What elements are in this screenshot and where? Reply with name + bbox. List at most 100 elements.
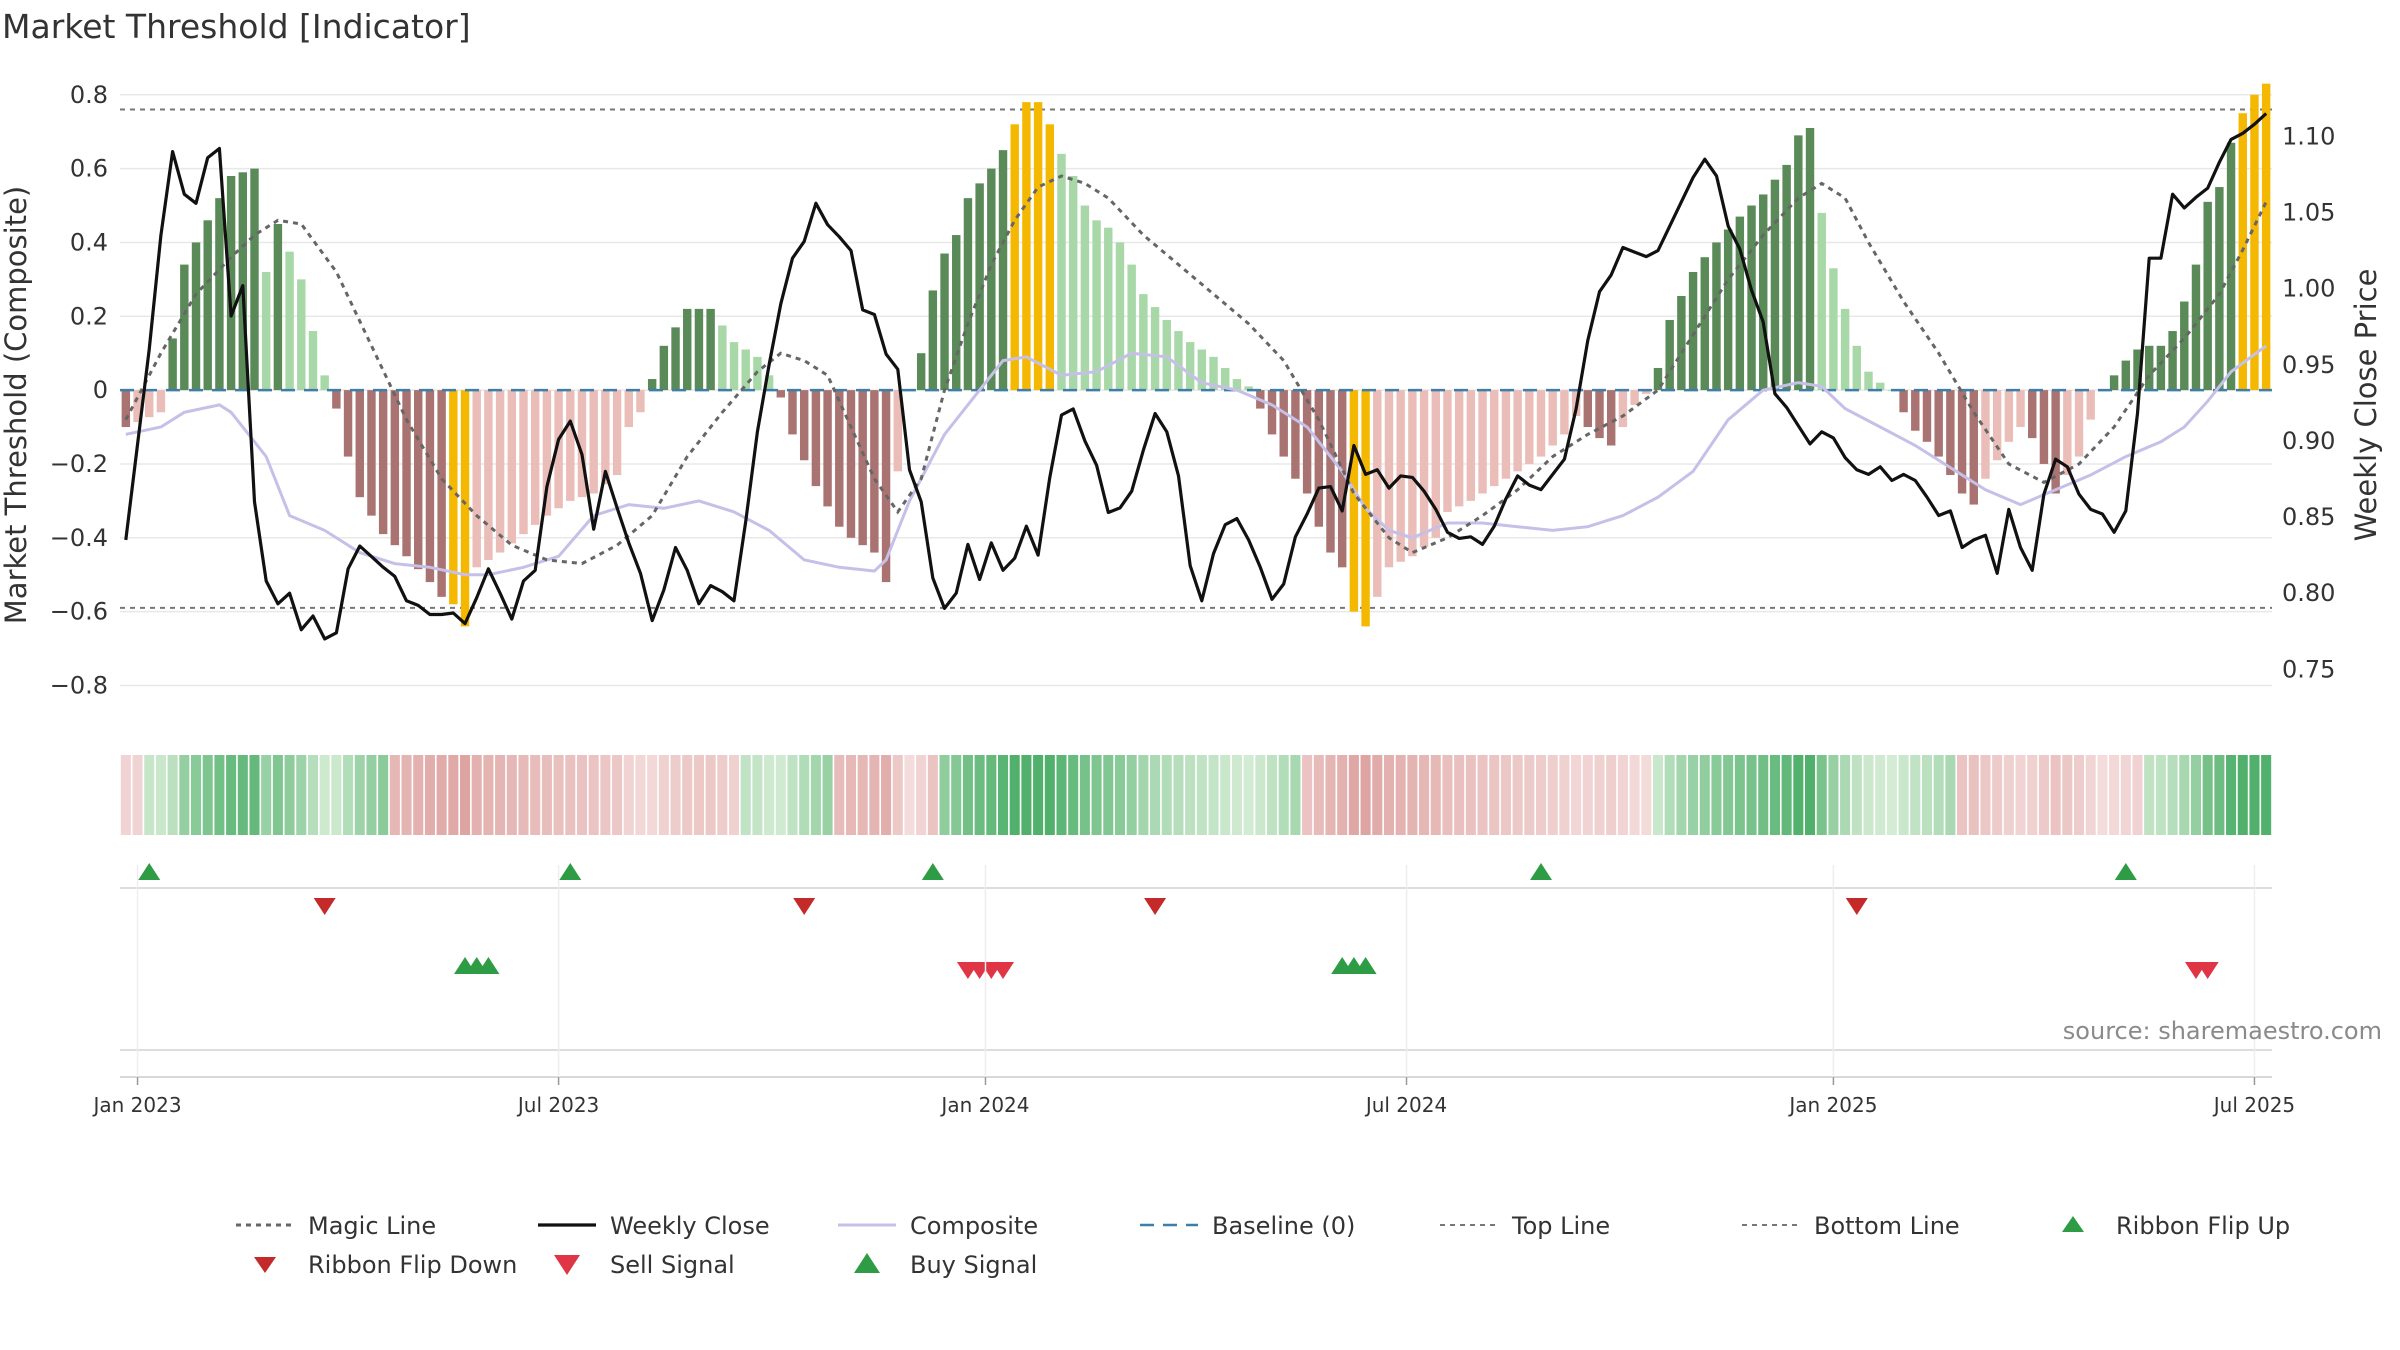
legend-swatch-down-icon [554, 1255, 580, 1275]
ribbon-cell [1442, 755, 1453, 835]
composite-bar [133, 390, 142, 423]
composite-bar [975, 183, 984, 391]
ribbon-cell [1430, 755, 1441, 835]
ribbon-cell [1337, 755, 1348, 835]
legend-item-composite: Composite [838, 1212, 1038, 1240]
composite-bar [495, 390, 505, 553]
composite-bar [1992, 390, 2002, 461]
source-credit: source: sharemaestro.com [2063, 1017, 2382, 1045]
legend-label: Bottom Line [1814, 1212, 1960, 1240]
ribbon-cell [483, 755, 494, 835]
composite-bar [285, 251, 294, 391]
composite-bar [764, 375, 774, 391]
composite-bar [1267, 390, 1277, 435]
ribbon-cell [226, 755, 237, 835]
ribbon-cell [775, 755, 786, 835]
ribbon-cell [1699, 755, 1710, 835]
y-axis-right: 1.10 1.05 1.00 0.95 0.90 0.85 0.80 0.75 [2282, 122, 2335, 683]
ribbon-cell [845, 755, 857, 835]
ribbon-cell [1278, 755, 1289, 835]
ribbon-flip-down-marker [1845, 898, 1868, 915]
ribbon-cell [155, 755, 166, 835]
ribbon-cell [1769, 755, 1780, 835]
ribbon-cell [1395, 755, 1406, 835]
ribbon-cell [1302, 755, 1313, 835]
ribbon-cell [1524, 755, 1535, 835]
sell-signal-marker [2196, 962, 2219, 979]
y-tick-label: 0.8 [70, 81, 108, 109]
legend-item-bottom: Bottom Line [1742, 1212, 1960, 1240]
ribbon-cell [553, 755, 564, 835]
ribbon-cell [1500, 755, 1511, 835]
composite-bar [2180, 301, 2189, 391]
ribbon-cell [2155, 755, 2166, 835]
ribbon-cell [319, 755, 330, 835]
ribbon-cell [2073, 755, 2085, 835]
ribbon-cell [1208, 755, 1219, 835]
ribbon-cell [202, 755, 213, 835]
composite-bar [390, 390, 400, 546]
ribbon-cell [1863, 755, 1874, 835]
composite-bar [2156, 345, 2166, 391]
ribbon-cell [588, 755, 599, 835]
ribbon-cell [2237, 755, 2248, 835]
ribbon-cell [2097, 755, 2108, 835]
ribbon-cell [1138, 755, 1149, 835]
legend-label: Composite [910, 1212, 1038, 1240]
composite-bar [2133, 349, 2142, 391]
ribbon-flip-down-marker [793, 898, 816, 915]
ribbon-cell [331, 755, 342, 835]
composite-bar [1747, 205, 1756, 391]
ribbon-cell [1652, 755, 1664, 835]
ribbon-cell [986, 755, 997, 835]
composite-bar [1337, 390, 1347, 568]
composite-bar [1677, 295, 1686, 391]
ribbon-flip-up-marker [559, 863, 582, 880]
ribbon-cell [378, 755, 389, 835]
composite-bar [1326, 390, 1335, 553]
ribbon-cell [261, 755, 272, 835]
composite-bar [1981, 390, 1990, 479]
ribbon-cell [612, 755, 623, 835]
ribbon-cell [1945, 755, 1956, 835]
composite-bar [776, 390, 786, 398]
ribbon-cell [249, 755, 260, 835]
composite-bar [1221, 367, 1230, 391]
y2-tick-label: 1.00 [2282, 275, 2335, 303]
composite-bar [1302, 390, 1312, 494]
composite-bar [940, 253, 949, 391]
composite-bar [1279, 390, 1288, 457]
ribbon-cell [1231, 755, 1242, 835]
ribbon-cell [1044, 755, 1055, 835]
y2-tick-label: 0.75 [2282, 655, 2335, 683]
composite-bar [1454, 390, 1464, 507]
composite-bar [343, 390, 353, 457]
composite-bar [1665, 319, 1674, 391]
composite-bar [378, 390, 388, 535]
ribbon-cell [1360, 755, 1371, 835]
ribbon-cell [728, 755, 740, 835]
ribbon-flip-down-marker [1144, 898, 1167, 915]
ribbon-cell [2015, 755, 2026, 835]
ribbon-cell [799, 755, 810, 835]
ribbon-cell [1465, 755, 1476, 835]
y-axis-left-label: Market Threshold (Composite) [0, 186, 33, 624]
y-tick-label: 0.4 [70, 228, 108, 256]
composite-bar [718, 325, 727, 391]
composite-bar [1875, 382, 1885, 391]
composite-bar [1314, 390, 1324, 527]
ribbon-cell [869, 755, 880, 835]
composite-bar [1957, 390, 1967, 494]
composite-bar [145, 390, 154, 418]
legend-item-flipdown: Ribbon Flip Down [254, 1251, 517, 1279]
composite-bar [2215, 187, 2224, 391]
ribbon-cell [144, 755, 155, 835]
ribbon-cell [916, 755, 927, 835]
composite-line [125, 344, 2268, 577]
composite-bar [1068, 175, 1078, 391]
ribbon-cell [2085, 755, 2096, 835]
composite-bar [2039, 390, 2049, 464]
composite-bar [1010, 124, 1019, 391]
composite-bar [987, 168, 996, 391]
composite-bar [1548, 390, 1557, 446]
